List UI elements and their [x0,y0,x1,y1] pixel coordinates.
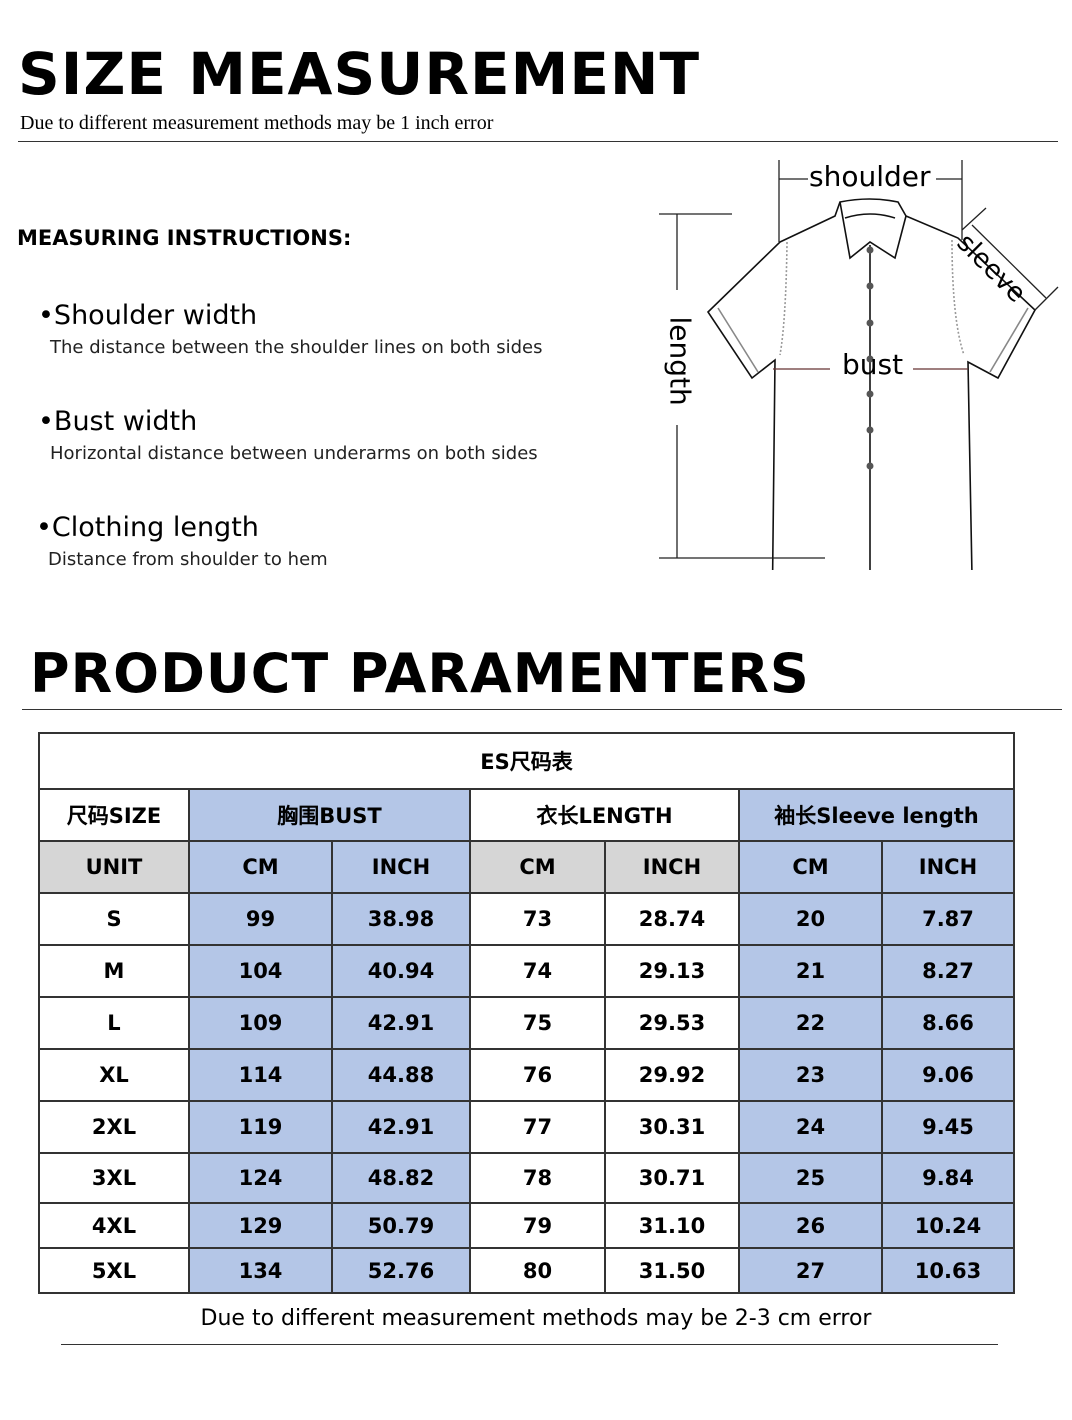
instructions-title: MEASURING INSTRUCTIONS: [17,226,352,250]
unit-header: CM [469,840,606,894]
value-cell: 44.88 [331,1048,471,1102]
unit-header: CM [188,840,333,894]
value-cell: 28.74 [604,892,740,946]
value-cell: 10.63 [881,1247,1015,1294]
table-row: 4XL 129 50.79 79 31.10 26 10.24 [38,1202,1015,1249]
table-row: L 109 42.91 75 29.53 22 8.66 [38,996,1015,1050]
value-cell: 29.53 [604,996,740,1050]
unit-header: INCH [881,840,1015,894]
value-cell: 21 [738,944,883,998]
value-cell: 42.91 [331,1100,471,1154]
value-cell: 10.24 [881,1202,1015,1249]
unit-header: INCH [331,840,471,894]
value-cell: 20 [738,892,883,946]
instruction-desc: Horizontal distance between underarms on… [50,443,538,464]
value-cell: 50.79 [331,1202,471,1249]
table-row: S 99 38.98 73 28.74 20 7.87 [38,892,1015,946]
divider [22,709,1062,710]
value-cell: 42.91 [331,996,471,1050]
value-cell: 26 [738,1202,883,1249]
table-row: 5XL 134 52.76 80 31.50 27 10.63 [38,1247,1015,1294]
value-cell: 76 [469,1048,606,1102]
shoulder-label: shoulder [809,160,931,193]
value-cell: 31.50 [604,1247,740,1294]
unit-header: CM [738,840,883,894]
table-title: ES尺码表 [38,732,1015,790]
product-title: PRODUCT PARAMENTERS [30,642,810,705]
short-sleeve-shirt-icon [659,160,1059,570]
instruction-desc: The distance between the shoulder lines … [50,337,543,358]
group-header-length: 衣长LENGTH [469,788,740,842]
size-cell: 4XL [38,1202,190,1249]
value-cell: 9.84 [881,1152,1015,1204]
value-cell: 80 [469,1247,606,1294]
unit-header: UNIT [38,840,190,894]
size-cell: 2XL [38,1100,190,1154]
size-cell: 5XL [38,1247,190,1294]
size-table: ES尺码表 尺码SIZE 胸围BUST 衣长LENGTH 袖长Sleeve le… [38,732,1015,1294]
size-cell: XL [38,1048,190,1102]
value-cell: 77 [469,1100,606,1154]
value-cell: 38.98 [331,892,471,946]
value-cell: 134 [188,1247,333,1294]
instruction-desc: Distance from shoulder to hem [48,549,328,570]
value-cell: 31.10 [604,1202,740,1249]
header-note: Due to different measurement methods may… [20,112,494,134]
value-cell: 75 [469,996,606,1050]
value-cell: 119 [188,1100,333,1154]
value-cell: 30.31 [604,1100,740,1154]
bust-label: bust [842,348,904,381]
value-cell: 78 [469,1152,606,1204]
value-cell: 8.66 [881,996,1015,1050]
value-cell: 24 [738,1100,883,1154]
value-cell: 23 [738,1048,883,1102]
value-cell: 40.94 [331,944,471,998]
value-cell: 124 [188,1152,333,1204]
size-cell: S [38,892,190,946]
instruction-label: •Clothing length [36,512,259,543]
value-cell: 129 [188,1202,333,1249]
value-cell: 74 [469,944,606,998]
value-cell: 30.71 [604,1152,740,1204]
value-cell: 52.76 [331,1247,471,1294]
value-cell: 27 [738,1247,883,1294]
unit-header: INCH [604,840,740,894]
value-cell: 73 [469,892,606,946]
footer-note: Due to different measurement methods may… [200,1306,872,1331]
value-cell: 8.27 [881,944,1015,998]
table-row: XL 114 44.88 76 29.92 23 9.06 [38,1048,1015,1102]
value-cell: 29.13 [604,944,740,998]
group-header-sleeve: 袖长Sleeve length [738,788,1015,842]
group-header-bust: 胸围BUST [188,788,471,842]
value-cell: 9.45 [881,1100,1015,1154]
value-cell: 25 [738,1152,883,1204]
value-cell: 109 [188,996,333,1050]
value-cell: 7.87 [881,892,1015,946]
divider [61,1344,998,1345]
value-cell: 9.06 [881,1048,1015,1102]
value-cell: 22 [738,996,883,1050]
length-label: length [663,316,697,406]
page-title: SIZE MEASUREMENT [18,40,701,108]
size-cell: 3XL [38,1152,190,1204]
value-cell: 48.82 [331,1152,471,1204]
divider [18,141,1058,142]
value-cell: 29.92 [604,1048,740,1102]
value-cell: 79 [469,1202,606,1249]
instruction-label: •Bust width [38,406,198,437]
instruction-label: •Shoulder width [38,300,258,331]
value-cell: 99 [188,892,333,946]
group-header-size: 尺码SIZE [38,788,190,842]
table-row: 2XL 119 42.91 77 30.31 24 9.45 [38,1100,1015,1154]
value-cell: 104 [188,944,333,998]
size-cell: L [38,996,190,1050]
size-cell: M [38,944,190,998]
table-row: M 104 40.94 74 29.13 21 8.27 [38,944,1015,998]
value-cell: 114 [188,1048,333,1102]
table-row: 3XL 124 48.82 78 30.71 25 9.84 [38,1152,1015,1204]
